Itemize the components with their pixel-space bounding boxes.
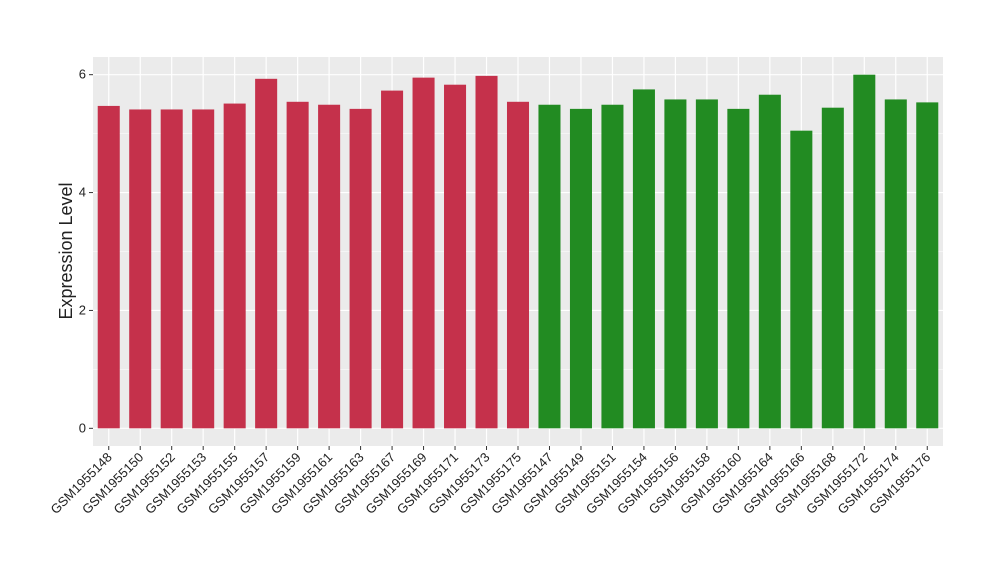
bar xyxy=(632,89,655,429)
bar xyxy=(569,108,592,429)
bar xyxy=(192,109,215,429)
y-tick-label: 6 xyxy=(79,67,86,82)
y-axis-label: Expression Level xyxy=(56,182,76,319)
bar xyxy=(821,107,844,429)
y-tick-label: 2 xyxy=(79,302,86,317)
bar xyxy=(97,105,120,429)
bar xyxy=(884,99,907,429)
y-tick-label: 4 xyxy=(79,185,86,200)
bar xyxy=(727,108,750,429)
bar xyxy=(538,104,561,429)
bar xyxy=(695,99,718,429)
bar xyxy=(758,94,781,429)
bar xyxy=(129,109,152,429)
bar xyxy=(790,130,813,429)
bar xyxy=(286,101,309,429)
bar xyxy=(255,78,278,429)
bar xyxy=(160,109,183,429)
bar xyxy=(318,104,341,429)
bar xyxy=(475,75,498,429)
y-tick-label: 0 xyxy=(79,420,86,435)
bar xyxy=(853,74,876,429)
bar xyxy=(664,99,687,429)
bar xyxy=(916,102,939,429)
bar xyxy=(223,103,246,429)
bar xyxy=(444,84,467,429)
bar xyxy=(412,77,435,429)
bar xyxy=(349,108,372,429)
bar xyxy=(601,104,624,429)
bar xyxy=(381,90,404,429)
bar xyxy=(506,101,530,429)
